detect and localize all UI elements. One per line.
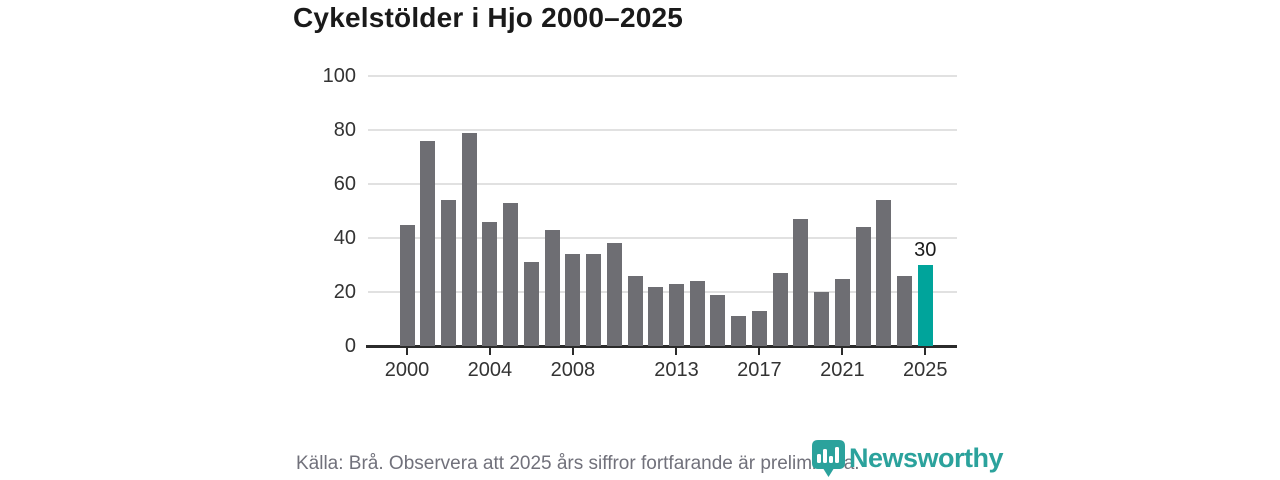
newsworthy-pin-icon — [812, 440, 845, 477]
bar-2011 — [627, 275, 643, 346]
y-axis-label: 100 — [322, 65, 356, 87]
bar-2024 — [897, 275, 913, 346]
bar-2006 — [523, 262, 539, 346]
x-axis-label: 2000 — [384, 359, 430, 381]
newsworthy-logo: Newsworthy — [812, 440, 1004, 477]
bar-2015 — [710, 294, 726, 346]
x-tick — [924, 348, 927, 355]
bar-2025 — [917, 265, 933, 346]
bar-2004 — [482, 221, 498, 346]
bar-2023 — [876, 200, 892, 346]
chart-title: Cykelstölder i Hjo 2000–2025 — [293, 2, 684, 33]
bar-2007 — [544, 229, 560, 346]
bar-2000 — [399, 224, 415, 346]
source-note: Källa: Brå. Observera att 2025 års siffr… — [296, 453, 860, 474]
y-axis-label: 20 — [333, 281, 356, 303]
newsworthy-wordmark: Newsworthy — [849, 443, 1004, 473]
gridline — [368, 129, 957, 131]
bar-2005 — [503, 202, 519, 346]
y-axis-label: 80 — [333, 119, 356, 141]
bar-2014 — [689, 281, 705, 346]
x-axis-label: 2013 — [654, 359, 699, 381]
y-axis-label: 0 — [344, 335, 356, 357]
x-axis-label: 2004 — [467, 359, 513, 381]
x-tick — [488, 348, 491, 355]
y-axis-label: 60 — [333, 173, 356, 195]
bar-2012 — [648, 286, 664, 346]
bar-2021 — [834, 278, 850, 346]
bar-2013 — [668, 283, 684, 346]
bar-2008 — [565, 254, 581, 346]
bar-2018 — [772, 273, 788, 346]
x-axis-line — [366, 345, 957, 348]
y-axis-label: 40 — [333, 227, 356, 249]
bar-2017 — [751, 310, 767, 346]
bar-2010 — [606, 243, 622, 346]
x-tick — [675, 348, 678, 355]
x-axis-label: 2021 — [820, 359, 865, 381]
gridline — [368, 75, 957, 77]
bar-2003 — [461, 132, 477, 346]
bar-2001 — [420, 140, 436, 346]
x-axis-label: 2008 — [550, 359, 596, 381]
x-axis-label: 2017 — [737, 359, 782, 381]
bar-2016 — [731, 316, 747, 346]
bar-2009 — [586, 254, 602, 346]
bar-2019 — [793, 219, 809, 346]
highlight-value-label: 30 — [914, 239, 937, 261]
x-tick — [571, 348, 574, 355]
x-tick — [841, 348, 844, 355]
bar-2022 — [855, 227, 871, 346]
x-tick — [406, 348, 408, 355]
gridline — [368, 183, 957, 185]
bar-2020 — [814, 292, 830, 346]
bar-2002 — [440, 200, 456, 346]
gridline — [368, 237, 957, 239]
x-tick — [758, 348, 761, 355]
x-axis-label: 2025 — [903, 359, 948, 381]
